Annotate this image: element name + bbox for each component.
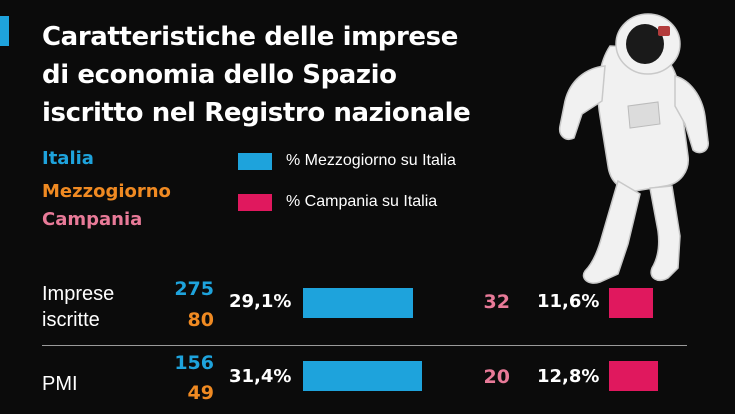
row-divider (42, 345, 687, 346)
legend-label-mezzogiorno: % Mezzogiorno su Italia (286, 152, 456, 169)
row-label-line: iscritte (42, 309, 100, 331)
chart-title: Caratteristiche delle imprese di economi… (42, 18, 582, 132)
bar-mezzogiorno (303, 288, 413, 318)
astronaut-visor (626, 24, 664, 64)
pct-campania-label: 11,6% (537, 291, 600, 312)
legend-item-mezzogiorno: % Mezzogiorno su Italia (238, 149, 456, 173)
bar-mezzogiorno (303, 361, 422, 391)
region-key-mezzogiorno: Mezzogiorno (42, 181, 171, 202)
value-mezzogiorno: 49 (187, 382, 214, 404)
chart-title-line: Caratteristiche delle imprese (42, 22, 458, 52)
astronaut-illustration (558, 13, 709, 284)
chart-title-line: iscritto nel Registro nazionale (42, 98, 471, 128)
row-label-line: PMI (42, 373, 78, 395)
chart-title-line: di economia dello Spazio (42, 60, 397, 90)
title-accent-bar (0, 16, 9, 46)
table-row: Imprese iscritte 275 80 29,1% 32 11,6% (0, 278, 735, 340)
table-row: PMI 156 49 31,4% 20 12,8% (0, 352, 735, 414)
value-campania: 32 (483, 291, 510, 313)
value-italia: 156 (174, 352, 214, 374)
row-label: PMI (42, 371, 78, 397)
legend-item-campania: % Campania su Italia (238, 190, 437, 214)
value-italia: 275 (174, 278, 214, 300)
legend-label-campania: % Campania su Italia (286, 193, 438, 210)
value-mezzogiorno: 80 (187, 309, 214, 331)
value-campania: 20 (483, 366, 510, 388)
row-label-line: Imprese (42, 283, 115, 305)
bar-campania (609, 288, 653, 318)
legend-swatch-mezzogiorno (238, 152, 272, 170)
row-label: Imprese iscritte (42, 281, 114, 333)
region-key-italia: Italia (42, 148, 94, 169)
bar-campania (609, 361, 658, 391)
pct-mezzogiorno-label: 31,4% (229, 366, 292, 387)
region-key-campania: Campania (42, 209, 143, 230)
pct-mezzogiorno-label: 29,1% (229, 291, 292, 312)
legend-swatch-campania (238, 193, 272, 211)
pct-campania-label: 12,8% (537, 366, 600, 387)
